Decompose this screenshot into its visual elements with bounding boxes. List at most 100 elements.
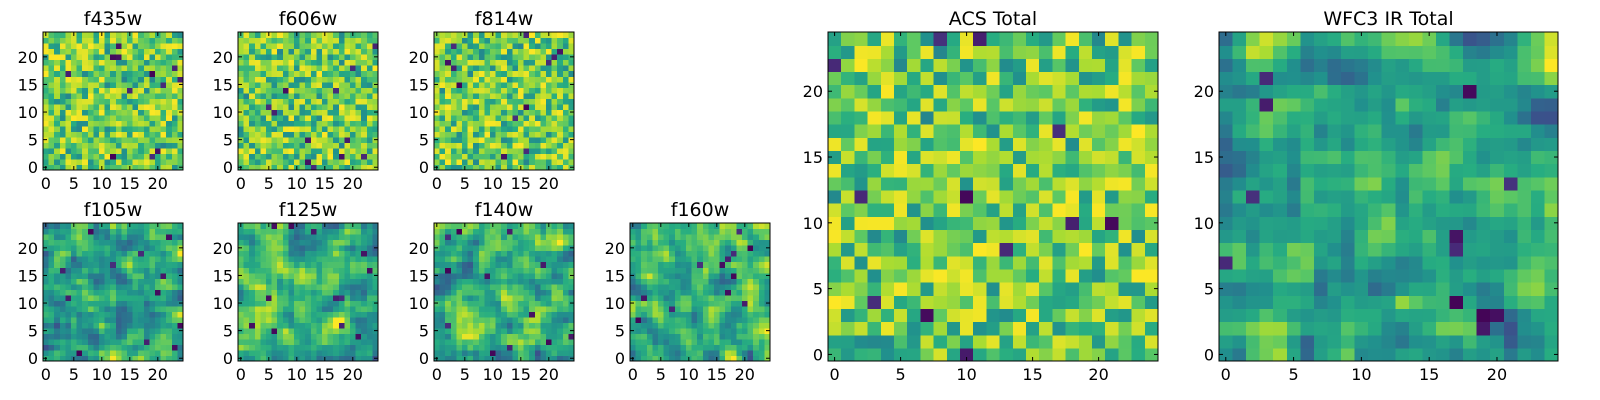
heatmap-cell xyxy=(372,349,379,357)
heatmap-cell xyxy=(450,272,457,279)
heatmap-cell xyxy=(59,239,66,246)
heatmap-cell xyxy=(630,250,637,257)
heatmap-cell xyxy=(568,349,575,357)
heatmap-cell xyxy=(719,294,726,301)
heatmap-cell xyxy=(462,278,469,285)
heatmap-cell xyxy=(355,37,362,44)
heatmap-cell xyxy=(344,131,351,138)
heatmap-cell xyxy=(372,311,379,318)
heatmap-cell xyxy=(115,261,122,268)
heatmap-cell xyxy=(260,239,267,246)
heatmap-cell xyxy=(467,250,474,257)
heatmap-cell xyxy=(171,70,178,77)
heatmap-cell xyxy=(171,250,178,257)
heatmap-cell xyxy=(99,142,106,149)
heatmap-cell xyxy=(71,333,78,340)
heatmap-cell xyxy=(115,142,122,149)
panel-title: f606w xyxy=(279,8,338,30)
heatmap-cell xyxy=(714,300,721,307)
heatmap-cell xyxy=(43,267,50,274)
heatmap-cell xyxy=(344,245,351,252)
heatmap-cell xyxy=(282,114,289,121)
heatmap-cell xyxy=(132,250,139,257)
heatmap-cell xyxy=(338,76,345,83)
heatmap-cell xyxy=(249,48,256,55)
heatmap-cell xyxy=(1118,308,1133,323)
heatmap-cell xyxy=(260,272,267,279)
heatmap-cell xyxy=(243,256,250,263)
heatmap-cell xyxy=(299,316,306,323)
heatmap-cell xyxy=(501,142,508,149)
heatmap-cell xyxy=(254,76,261,83)
heatmap-cell xyxy=(445,120,452,127)
heatmap-cell xyxy=(104,147,111,155)
heatmap-cell xyxy=(338,300,345,307)
heatmap-cell xyxy=(76,355,83,362)
heatmap-cell xyxy=(305,76,312,83)
heatmap-cell xyxy=(294,289,301,296)
heatmap-cell xyxy=(271,272,278,279)
heatmap-cell xyxy=(48,234,55,241)
heatmap-cell xyxy=(322,103,329,110)
heatmap-cell xyxy=(973,334,987,349)
heatmap-cell xyxy=(316,327,323,334)
heatmap-cell xyxy=(495,349,502,357)
heatmap-cell xyxy=(630,289,637,296)
heatmap-cell xyxy=(490,37,497,44)
heatmap-cell xyxy=(1039,347,1053,362)
heatmap-cell xyxy=(361,289,368,296)
heatmap-cell xyxy=(557,228,564,235)
heatmap-cell xyxy=(366,147,373,155)
heatmap-cell xyxy=(333,355,340,362)
heatmap-cell xyxy=(104,283,111,290)
heatmap-cell xyxy=(484,65,491,72)
heatmap-cell xyxy=(366,349,373,357)
heatmap-cell xyxy=(299,125,306,132)
heatmap-cell xyxy=(828,295,842,309)
heatmap-cell xyxy=(641,256,648,263)
heatmap-cell xyxy=(1052,295,1067,309)
heatmap-cell xyxy=(155,120,162,127)
heatmap-cell xyxy=(366,142,373,149)
heatmap-cell xyxy=(467,294,474,301)
heatmap-cell xyxy=(568,87,575,94)
heatmap-cell xyxy=(456,333,463,340)
heatmap-cell xyxy=(490,344,497,351)
heatmap-cell xyxy=(127,125,134,132)
heatmap-cell xyxy=(99,267,106,274)
heatmap-cell xyxy=(143,300,150,307)
heatmap-cell xyxy=(54,333,61,340)
heatmap-cell xyxy=(473,294,480,301)
heatmap-cell xyxy=(518,338,525,346)
heatmap-cell xyxy=(243,59,250,66)
heatmap-cell xyxy=(155,92,162,99)
heatmap-cell xyxy=(439,153,446,160)
heatmap-cell xyxy=(495,256,502,263)
heatmap-cell xyxy=(484,338,491,346)
heatmap-cell xyxy=(299,311,306,318)
heatmap-cell xyxy=(630,333,637,340)
heatmap-cell xyxy=(467,92,474,99)
heatmap-cell xyxy=(249,65,256,72)
heatmap-cell xyxy=(59,261,66,268)
heatmap-cell xyxy=(747,316,754,323)
heatmap-cell xyxy=(708,305,715,312)
heatmap-cell xyxy=(456,114,463,121)
heatmap-cell xyxy=(635,245,642,252)
heatmap-cell xyxy=(271,283,278,290)
heatmap-cell xyxy=(854,321,869,336)
heatmap-cell xyxy=(127,289,134,296)
heatmap-cell xyxy=(467,267,474,274)
heatmap-cell xyxy=(495,81,502,88)
heatmap-cell xyxy=(132,54,139,61)
heatmap-cell xyxy=(512,305,519,312)
heatmap-cell xyxy=(725,267,732,274)
heatmap-cell xyxy=(249,147,256,155)
heatmap-cell xyxy=(747,223,754,230)
heatmap-cell xyxy=(355,87,362,94)
heatmap-cell xyxy=(166,142,173,149)
heatmap-cell xyxy=(562,87,569,94)
heatmap-cell xyxy=(288,158,295,166)
heatmap-cell xyxy=(71,70,78,77)
heatmap-cell xyxy=(506,142,513,149)
